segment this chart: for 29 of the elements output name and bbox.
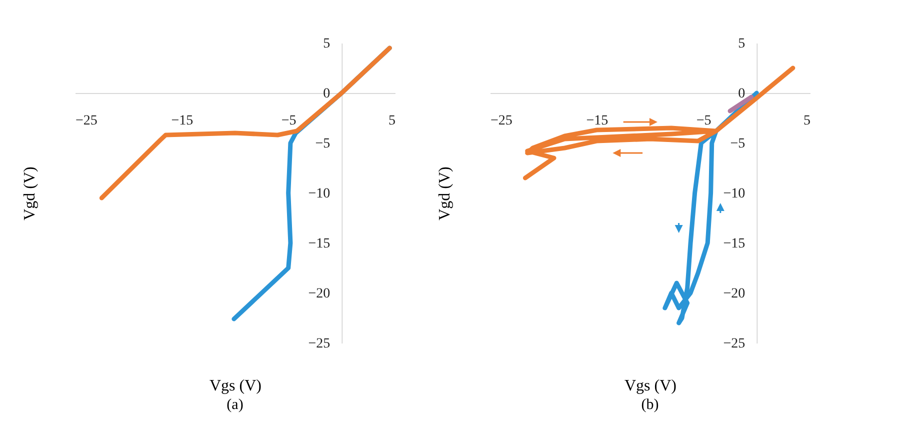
text: (a) — [226, 397, 244, 413]
x-axis-title: Vgs (V) — [624, 378, 676, 394]
x-tick-label: −25 — [490, 114, 512, 128]
y-tick-label: 5 — [738, 36, 746, 52]
y-tick-label: −10 — [308, 186, 330, 202]
x-tick-label: −5 — [281, 114, 296, 128]
y-axis-title: Vgd (V) — [22, 166, 38, 220]
y-tick-label: 5 — [323, 36, 330, 52]
x-tick-label: 5 — [388, 114, 396, 128]
line-series — [522, 66, 796, 180]
y-tick-label: −25 — [723, 336, 746, 352]
x-tick-label: 5 — [804, 114, 810, 128]
text: (b) — [641, 397, 659, 413]
y-tick-label: −15 — [723, 236, 746, 252]
y-tick-label: −20 — [723, 286, 746, 302]
y-tick-label: −25 — [308, 336, 330, 352]
y-tick-label: −5 — [315, 136, 330, 152]
y-tick-label: 0 — [738, 86, 746, 102]
y-tick-label: −15 — [308, 236, 330, 252]
y-tick-label: −10 — [723, 186, 746, 202]
y-tick-label: −20 — [308, 286, 330, 302]
y-tick-label: 0 — [323, 86, 330, 102]
x-tick-label: −15 — [171, 114, 194, 128]
y-tick-label: −5 — [730, 136, 746, 152]
x-axis-title: Vgs (V) — [210, 378, 262, 394]
x-tick-label: −5 — [696, 114, 712, 128]
x-tick-label: −25 — [76, 114, 98, 128]
x-tick-label: −15 — [586, 114, 608, 128]
y-axis-title: Vgd (V) — [436, 166, 454, 220]
